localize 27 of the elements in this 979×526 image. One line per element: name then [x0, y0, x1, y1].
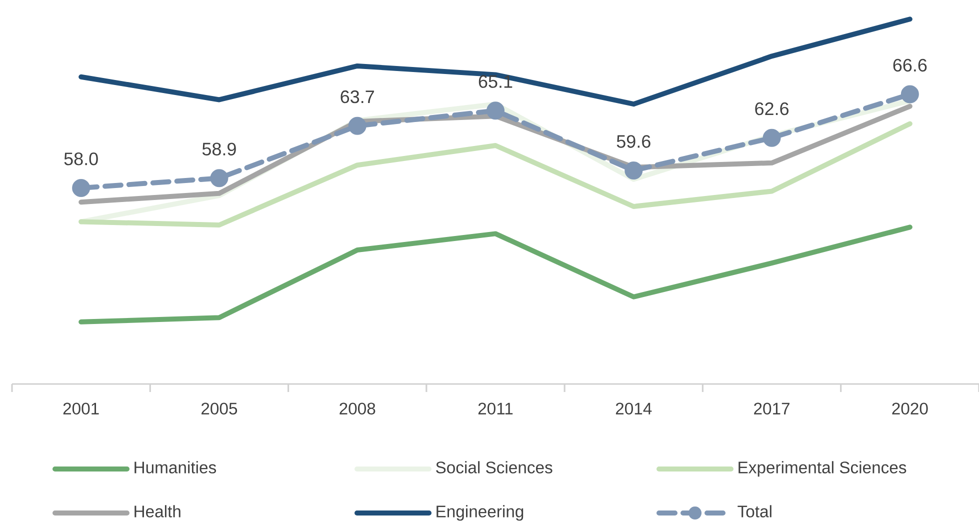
point: [762, 128, 781, 147]
x-tick-label: 2020: [892, 402, 928, 415]
legend-label: Total: [738, 505, 772, 518]
data-label: 63.7: [340, 90, 374, 104]
legend-label: Humanities: [134, 461, 216, 474]
legend-label: Social Sciences: [436, 461, 552, 474]
x-tick-label: 2005: [202, 402, 238, 415]
x-tick-label: 2008: [340, 402, 376, 415]
point: [348, 116, 366, 135]
point: [72, 178, 90, 197]
x-tick-label: 2011: [478, 402, 513, 415]
legend-label: Engineering: [436, 505, 524, 521]
point: [900, 85, 919, 104]
data-label: 58.0: [64, 152, 98, 166]
legend-label: Experimental Sciences: [738, 461, 906, 477]
data-label: 58.9: [202, 142, 236, 156]
point: [210, 169, 228, 188]
point: [624, 162, 643, 180]
x-tick-label: 2017: [754, 402, 790, 415]
legend-label: Health: [134, 505, 180, 518]
data-label: 59.6: [616, 135, 650, 148]
data-label: 62.6: [755, 102, 789, 116]
point: [486, 102, 505, 120]
x-tick-label: 2001: [63, 402, 99, 415]
data-label: 66.6: [893, 58, 927, 72]
data-label: 65.1: [478, 75, 512, 88]
x-tick-label: 2014: [616, 402, 652, 415]
